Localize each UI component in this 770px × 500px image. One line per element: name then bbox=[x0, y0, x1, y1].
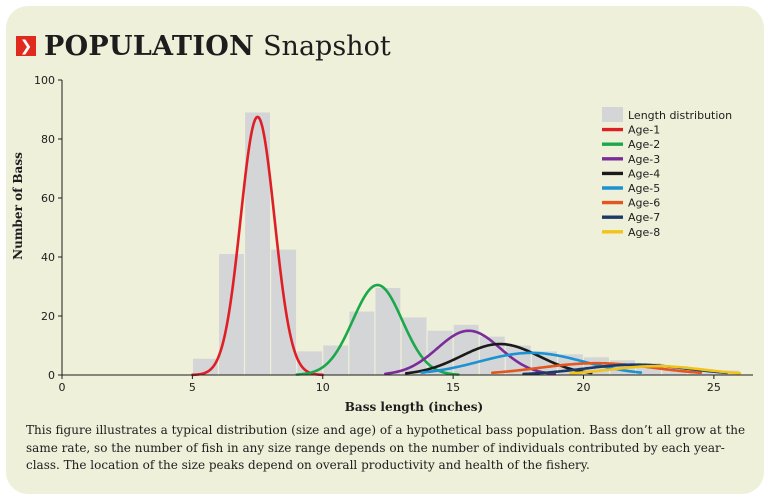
legend-label-age-2: Age-2 bbox=[628, 138, 660, 151]
snapshot-panel bbox=[6, 6, 764, 494]
bar-10.5 bbox=[323, 345, 349, 375]
legend-label-age-6: Age-6 bbox=[628, 197, 660, 210]
x-tick-label: 20 bbox=[577, 381, 591, 394]
series-line-age-1 bbox=[191, 115, 325, 377]
legend-label-age-3: Age-3 bbox=[628, 153, 660, 166]
legend-label-age-5: Age-5 bbox=[628, 182, 660, 195]
x-tick-label: 5 bbox=[189, 381, 196, 394]
x-tick-label: 15 bbox=[446, 381, 460, 394]
title-light: Snapshot bbox=[263, 30, 391, 62]
series-line-age-6 bbox=[490, 361, 703, 375]
y-tick-label: 0 bbox=[48, 369, 55, 382]
bar-7.5 bbox=[245, 112, 271, 375]
bar-11.5 bbox=[349, 311, 375, 375]
y-tick-label: 100 bbox=[34, 74, 55, 87]
y-tick-label: 60 bbox=[41, 192, 55, 205]
bar-6.5 bbox=[219, 254, 244, 375]
population-chart: 0 20 40 60 80 100 0 5 10 15 20 25 Length distributi… bbox=[11, 74, 753, 414]
curves-layer bbox=[191, 115, 742, 377]
y-axis-label: Number of Bass bbox=[11, 152, 25, 260]
x-tick-label: 10 bbox=[316, 381, 330, 394]
y-tick-label: 20 bbox=[41, 310, 55, 323]
bar-5.5 bbox=[192, 358, 218, 375]
series-line-age-3 bbox=[384, 329, 557, 376]
y-tick-label: 40 bbox=[41, 251, 55, 264]
title-bold: POPULATION bbox=[44, 30, 255, 62]
series-line-age-2 bbox=[295, 283, 460, 376]
legend-label-length-distribution: Length distribution bbox=[628, 109, 732, 122]
x-tick-label: 25 bbox=[707, 381, 721, 394]
bar-12.5 bbox=[375, 287, 401, 375]
series-line-age-8 bbox=[569, 364, 742, 375]
x-tick-label: 0 bbox=[59, 381, 66, 394]
bar-22.5 bbox=[636, 363, 662, 375]
chevron-right-icon: ❯ bbox=[16, 36, 36, 56]
legend-label-age-7: Age-7 bbox=[628, 211, 660, 224]
legend-label-age-1: Age-1 bbox=[628, 124, 660, 137]
caption: This figure illustrates a typical distri… bbox=[26, 423, 746, 472]
axes-layer: 0 20 40 60 80 100 0 5 10 15 20 25 bbox=[34, 74, 753, 394]
legend-label-age-8: Age-8 bbox=[628, 226, 660, 239]
bar-8.5 bbox=[271, 249, 297, 375]
legend-label-age-4: Age-4 bbox=[628, 167, 660, 180]
page-title: ❯ POPULATION Snapshot bbox=[16, 26, 391, 66]
x-axis-label: Bass length (inches) bbox=[345, 400, 483, 414]
y-tick-label: 80 bbox=[41, 133, 55, 146]
legend-swatch-length-distribution bbox=[602, 107, 623, 122]
